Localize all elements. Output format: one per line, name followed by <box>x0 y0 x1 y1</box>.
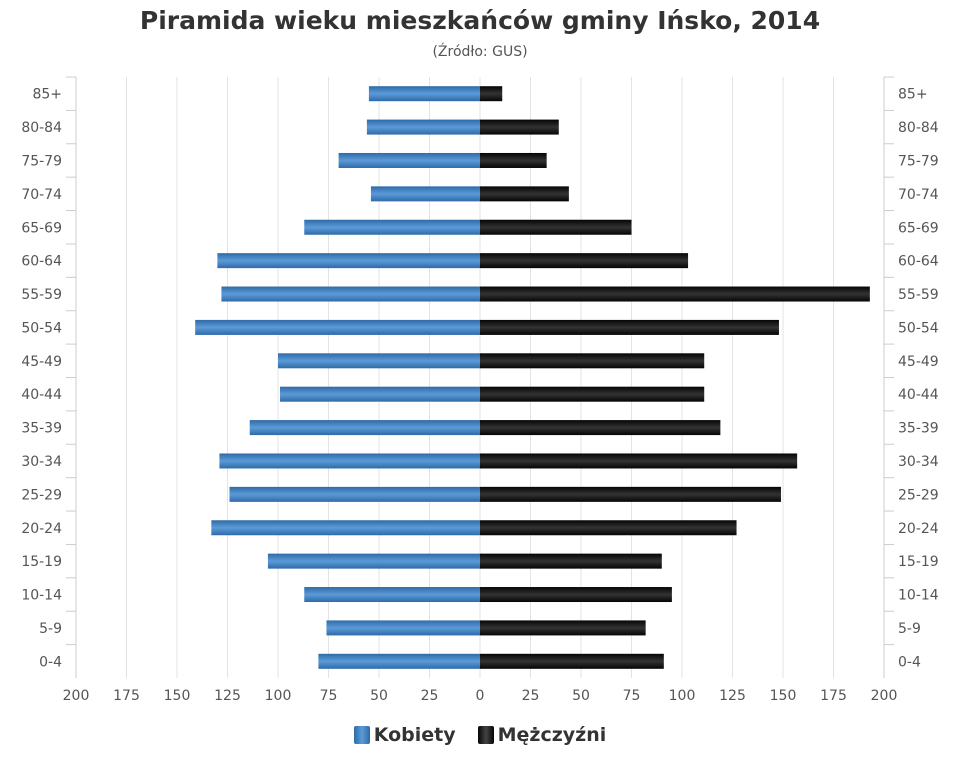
y-tick-label-right: 5-9 <box>898 621 921 637</box>
y-tick-label-right: 20-24 <box>898 521 939 537</box>
bar-kobiety-50-54 <box>195 319 480 335</box>
y-tick-label-left: 10-14 <box>21 588 62 604</box>
y-tick-label-right: 70-74 <box>898 187 939 203</box>
bar-mezczyzni-20-24 <box>480 520 737 536</box>
bar-mezczyzni-45-49 <box>480 353 705 369</box>
y-tick-label-right: 10-14 <box>898 588 939 604</box>
y-tick-label-right: 35-39 <box>898 421 939 437</box>
bar-kobiety-0-4 <box>318 653 480 669</box>
bar-kobiety-10-14 <box>304 587 480 603</box>
legend-label: Kobiety <box>373 724 456 746</box>
x-tick-label: 200 <box>871 688 898 704</box>
y-tick-label-left: 30-34 <box>21 454 62 470</box>
bar-mezczyzni-65-69 <box>480 219 632 235</box>
y-tick-label-right: 55-59 <box>898 287 939 303</box>
bar-mezczyzni-40-44 <box>480 386 705 402</box>
x-tick-label: 200 <box>63 688 90 704</box>
y-tick-label-left: 5-9 <box>39 621 62 637</box>
y-tick-label-left: 20-24 <box>21 521 62 537</box>
y-tick-label-right: 50-54 <box>898 320 939 336</box>
y-tick-label-right: 65-69 <box>898 220 939 236</box>
y-tick-label-left: 0-4 <box>39 654 62 670</box>
bar-kobiety-85+ <box>368 86 480 102</box>
bar-kobiety-80-84 <box>366 119 480 135</box>
y-tick-label-left: 55-59 <box>21 287 62 303</box>
y-tick-label-right: 85+ <box>898 87 928 103</box>
bar-mezczyzni-10-14 <box>480 587 672 603</box>
bar-mezczyzni-80-84 <box>480 119 559 135</box>
bar-mezczyzni-60-64 <box>480 253 689 269</box>
bar-mezczyzni-70-74 <box>480 186 569 202</box>
y-tick-label-left: 50-54 <box>21 320 62 336</box>
x-tick-label: 125 <box>214 688 241 704</box>
x-tick-label: 100 <box>669 688 696 704</box>
bar-mezczyzni-5-9 <box>480 620 646 636</box>
y-tick-label-right: 60-64 <box>898 254 939 270</box>
x-tick-label: 75 <box>320 688 338 704</box>
bar-kobiety-25-29 <box>229 486 480 502</box>
x-tick-label: 0 <box>476 688 485 704</box>
y-tick-label-right: 0-4 <box>898 654 921 670</box>
y-tick-label-right: 75-79 <box>898 153 939 169</box>
y-tick-label-right: 40-44 <box>898 387 939 403</box>
y-tick-label-right: 30-34 <box>898 454 939 470</box>
bar-mezczyzni-30-34 <box>480 453 798 469</box>
bar-kobiety-5-9 <box>326 620 480 636</box>
y-tick-label-left: 25-29 <box>21 487 62 503</box>
bar-kobiety-40-44 <box>280 386 480 402</box>
bar-mezczyzni-15-19 <box>480 553 662 569</box>
bar-mezczyzni-75-79 <box>480 152 547 168</box>
x-tick-label: 150 <box>770 688 797 704</box>
legend: Kobiety Mężczyźni <box>0 724 960 746</box>
y-tick-label-left: 45-49 <box>21 354 62 370</box>
x-tick-label: 175 <box>820 688 847 704</box>
bar-mezczyzni-50-54 <box>480 319 779 335</box>
x-tick-label: 25 <box>522 688 540 704</box>
x-tick-label: 75 <box>623 688 641 704</box>
x-tick-label: 150 <box>164 688 191 704</box>
y-tick-label-left: 80-84 <box>21 120 62 136</box>
x-tick-label: 100 <box>265 688 292 704</box>
y-tick-label-left: 85+ <box>32 87 62 103</box>
legend-item-kobiety[interactable]: Kobiety <box>353 724 456 746</box>
bar-kobiety-60-64 <box>217 253 480 269</box>
bar-mezczyzni-55-59 <box>480 286 870 302</box>
bar-kobiety-45-49 <box>278 353 480 369</box>
bar-kobiety-55-59 <box>221 286 480 302</box>
x-tick-label: 25 <box>421 688 439 704</box>
x-tick-label: 125 <box>719 688 746 704</box>
x-tick-label: 175 <box>113 688 140 704</box>
y-tick-label-left: 75-79 <box>21 153 62 169</box>
x-tick-label: 50 <box>370 688 388 704</box>
bar-mezczyzni-25-29 <box>480 486 781 502</box>
y-tick-label-right: 80-84 <box>898 120 939 136</box>
legend-item-mezczyzni[interactable]: Mężczyźni <box>477 724 607 746</box>
y-tick-label-left: 65-69 <box>21 220 62 236</box>
y-tick-label-left: 15-19 <box>21 554 62 570</box>
bar-kobiety-30-34 <box>219 453 481 469</box>
y-tick-label-right: 15-19 <box>898 554 939 570</box>
y-tick-label-left: 60-64 <box>21 254 62 270</box>
bar-kobiety-70-74 <box>370 186 480 202</box>
y-tick-label-left: 70-74 <box>21 187 62 203</box>
y-tick-label-right: 45-49 <box>898 354 939 370</box>
bar-mezczyzni-85+ <box>480 86 503 102</box>
y-tick-label-right: 25-29 <box>898 487 939 503</box>
legend-label: Mężczyźni <box>497 724 607 746</box>
bar-kobiety-15-19 <box>267 553 480 569</box>
bar-kobiety-20-24 <box>211 520 480 536</box>
bar-mezczyzni-35-39 <box>480 420 721 436</box>
bar-kobiety-75-79 <box>338 152 480 168</box>
chart-title: Piramida wieku mieszkańców gminy Ińsko, … <box>139 6 821 35</box>
y-tick-label-left: 40-44 <box>21 387 62 403</box>
chart-subtitle: (Źródło: GUS) <box>432 44 528 60</box>
legend-swatch-mezczyzni <box>477 726 494 744</box>
y-tick-label-left: 35-39 <box>21 421 62 437</box>
bar-kobiety-65-69 <box>304 219 480 235</box>
x-tick-label: 50 <box>572 688 590 704</box>
legend-swatch-kobiety <box>353 726 370 744</box>
bar-kobiety-35-39 <box>249 420 480 436</box>
bar-mezczyzni-0-4 <box>480 653 664 669</box>
